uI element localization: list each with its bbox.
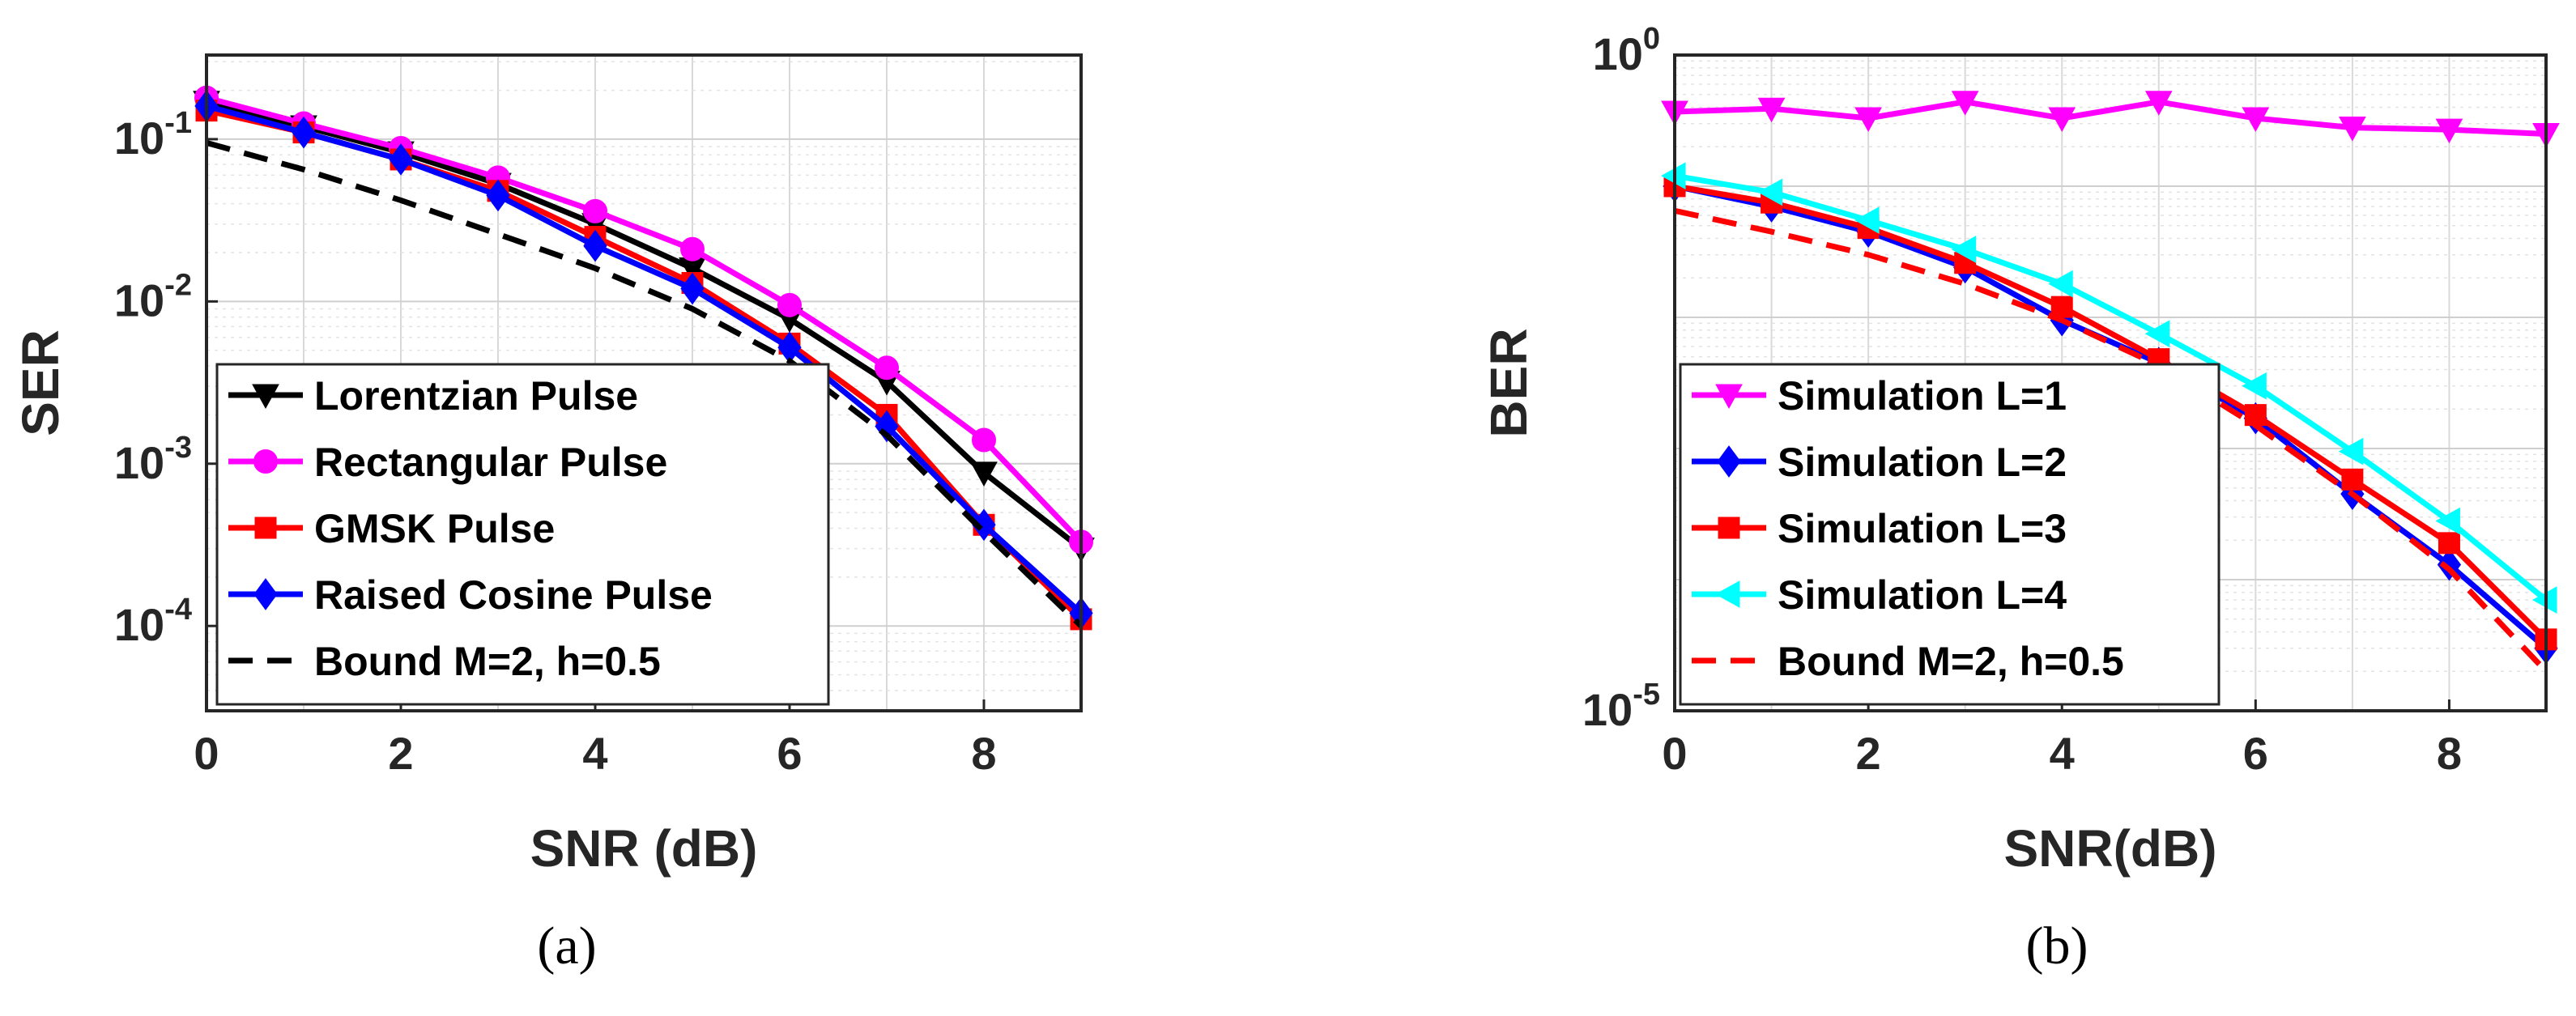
y-tick-label: 10-2	[114, 268, 192, 325]
data-point-marker	[583, 198, 607, 223]
data-point-marker	[2144, 320, 2170, 348]
data-point-marker	[1854, 206, 1880, 234]
data-point-marker	[2048, 270, 2073, 298]
data-point-marker	[389, 143, 413, 176]
y-tick-label: 10-4	[114, 593, 192, 650]
data-point-marker	[972, 427, 996, 453]
y-tick-label: 10-1	[114, 106, 192, 164]
legend-label: Rectangular Pulse	[314, 440, 667, 485]
legend-a: Lorentzian Pulse Rectangular Pulse GMSK Pu…	[215, 363, 830, 706]
data-point-marker	[2341, 468, 2364, 491]
legend-label: Lorentzian Pulse	[314, 373, 638, 419]
legend-b: Simulation L=1 Simulation L=2 Simulation L…	[1679, 363, 2220, 706]
x-tick-label: 0	[1662, 728, 1687, 779]
data-point-marker	[2435, 118, 2463, 144]
series-line-raised-cosine-pulse	[206, 103, 1084, 615]
legend-label: Simulation L=1	[1778, 373, 2067, 419]
y-axis-label-a: SER	[11, 329, 70, 436]
data-point-marker	[2144, 91, 2173, 116]
chart-panel-a: 0 2 4 6 8 10-1 10-2 10-3 10-4 SNR (dB) SER Lore…	[11, 53, 1095, 976]
chart-panel-b: 0 2 4 6 8 100 10-5 SNR(dB) BER Simulation L=1…	[1480, 22, 2560, 976]
data-point-marker	[680, 272, 705, 305]
x-axis-label-a: SNR (dB)	[530, 819, 758, 878]
x-tick-label: 8	[971, 728, 996, 779]
data-point-marker	[972, 508, 996, 542]
data-point-marker	[1951, 236, 1977, 263]
data-point-marker	[1951, 91, 1979, 116]
legend-box-b	[1679, 363, 2220, 706]
legend-marker	[254, 517, 277, 539]
legend-marker	[1714, 580, 1740, 608]
legend-marker	[253, 449, 278, 474]
data-point-marker	[1757, 178, 1783, 206]
legend-label: Simulation L=4	[1778, 572, 2067, 618]
legend-label: Simulation L=2	[1778, 440, 2067, 485]
y-ticks-a: 10-1 10-2 10-3 10-4	[114, 106, 218, 650]
x-tick-label: 2	[388, 728, 413, 779]
x-tick-label: 6	[777, 728, 802, 779]
y-ticks-b: 100 10-5	[1582, 22, 1686, 735]
x-axis-label-b: SNR(dB)	[2003, 819, 2216, 878]
caption-a: (a)	[537, 916, 596, 976]
data-point-marker	[292, 116, 316, 149]
legend-box-a	[215, 363, 830, 706]
x-tick-label: 4	[2050, 728, 2075, 779]
legend-marker	[1715, 384, 1743, 410]
data-point-marker	[777, 292, 802, 317]
series-line-lorentzian-pulse	[206, 99, 1084, 551]
data-point-marker	[583, 229, 607, 262]
data-point-marker	[2338, 437, 2364, 465]
data-point-marker	[1854, 107, 1882, 133]
data-point-marker	[2339, 117, 2366, 142]
data-point-marker	[2242, 107, 2270, 133]
data-point-marker	[680, 236, 705, 261]
series-line-simulation-l-4	[1674, 172, 2548, 602]
data-point-marker	[2438, 532, 2460, 555]
x-tick-label: 2	[1856, 728, 1881, 779]
plot-frame-b	[1673, 53, 2548, 712]
series-group-a	[193, 85, 1095, 631]
legend-marker	[1717, 445, 1741, 478]
legend-marker	[252, 384, 279, 410]
data-point-marker	[486, 179, 510, 212]
legend-label: GMSK Pulse	[314, 506, 555, 551]
y-tick-label: 100	[1593, 22, 1660, 79]
data-point-marker	[2050, 295, 2073, 318]
data-point-marker	[2435, 507, 2460, 535]
caption-b: (b)	[2026, 916, 2088, 976]
series-line-simulation-l-3	[1674, 183, 2548, 642]
data-point-marker	[2242, 372, 2267, 400]
y-tick-label: 10-5	[1582, 678, 1660, 735]
data-point-marker	[2048, 107, 2076, 133]
series-line-simulation-l-2	[1674, 183, 2548, 651]
data-point-marker	[1757, 97, 1786, 123]
y-tick-label: 10-3	[114, 431, 192, 488]
legend-label: Bound M=2, h=0.5	[1778, 639, 2124, 684]
legend-marker	[253, 578, 278, 610]
series-line-simulation-l-1	[1674, 99, 2547, 137]
data-point-marker	[970, 461, 998, 487]
series-group-b	[1660, 91, 2560, 674]
y-axis-label-b: BER	[1480, 328, 1538, 437]
x-tick-label: 4	[582, 728, 607, 779]
x-tick-label: 6	[2243, 728, 2268, 779]
plot-frame-a	[205, 53, 1083, 712]
legend-label: Simulation L=3	[1778, 506, 2067, 551]
legend-marker	[1718, 517, 1740, 539]
x-tick-label: 8	[2437, 728, 2462, 779]
legend-label: Bound M=2, h=0.5	[314, 639, 661, 684]
legend-label: Raised Cosine Pulse	[314, 572, 713, 618]
series-line-rectangular-pulse	[206, 95, 1084, 544]
x-ticks-a: 0 2 4 6 8	[194, 699, 997, 779]
x-tick-label: 0	[194, 728, 219, 779]
data-point-marker	[875, 355, 899, 380]
